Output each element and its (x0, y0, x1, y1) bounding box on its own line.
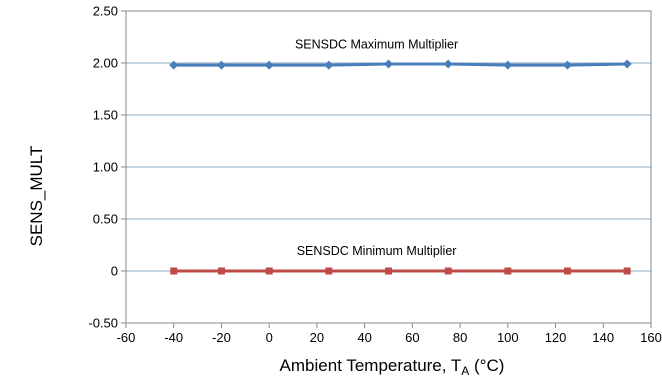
data-point (385, 267, 392, 275)
y-tick-label: 1.00 (93, 160, 118, 175)
x-axis-title-unit: (°C) (469, 356, 504, 375)
y-tick-label: 0.50 (93, 212, 118, 227)
x-axis-title-subscript: A (461, 364, 469, 378)
x-tick-label: 60 (405, 330, 419, 345)
y-tick-label: 2.50 (93, 4, 118, 19)
x-tick-label: 40 (357, 330, 371, 345)
data-point (170, 267, 178, 275)
data-point (503, 60, 513, 70)
series-line-1 (173, 62, 628, 67)
y-tick-label: 1.50 (93, 108, 118, 123)
data-point (623, 267, 631, 275)
data-point (265, 267, 273, 275)
data-point (444, 267, 452, 275)
x-tick-label: 80 (453, 330, 467, 345)
data-point (169, 60, 179, 70)
data-point (325, 267, 333, 275)
x-axis-title-main: Ambient Temperature, T (280, 356, 462, 375)
x-tick-label: 20 (310, 330, 324, 345)
series-annotation-1: SENSDC Maximum Multiplier (295, 38, 458, 52)
series-annotation-2: SENSDC Minimum Multiplier (297, 244, 457, 258)
x-tick-label: 160 (640, 330, 662, 345)
x-tick-label: -60 (117, 330, 136, 345)
series-markers (169, 59, 632, 275)
gridlines (126, 62, 651, 272)
x-tick-label: -20 (212, 330, 231, 345)
x-axis-title: Ambient Temperature, TA (°C) (280, 356, 505, 378)
data-point (563, 267, 571, 275)
x-tick-label: 140 (592, 330, 614, 345)
x-tick-label: -40 (164, 330, 183, 345)
data-point (384, 59, 393, 69)
data-point (216, 60, 226, 70)
x-tick-label: 120 (545, 330, 567, 345)
series-annotations: SENSDC Maximum Multiplier SENSDC Minimum … (295, 38, 458, 258)
y-axis-title: SENS_MULT (27, 146, 46, 247)
data-point (504, 267, 512, 275)
tick-labels: -0.50 0 0.50 1.00 1.50 2.00 2.50 -60 -40 -20 0 20 40… (88, 4, 661, 346)
data-point (443, 59, 453, 69)
data-point (217, 267, 225, 275)
data-point (264, 60, 274, 70)
y-tick-label: 2.00 (93, 56, 118, 71)
data-point (562, 60, 572, 70)
y-tick-label: 0 (111, 264, 118, 279)
x-tick-label: 0 (266, 330, 273, 345)
data-point (622, 59, 632, 69)
x-tick-label: 100 (497, 330, 519, 345)
data-point (324, 60, 334, 70)
y-tick-label: -0.50 (88, 316, 118, 331)
